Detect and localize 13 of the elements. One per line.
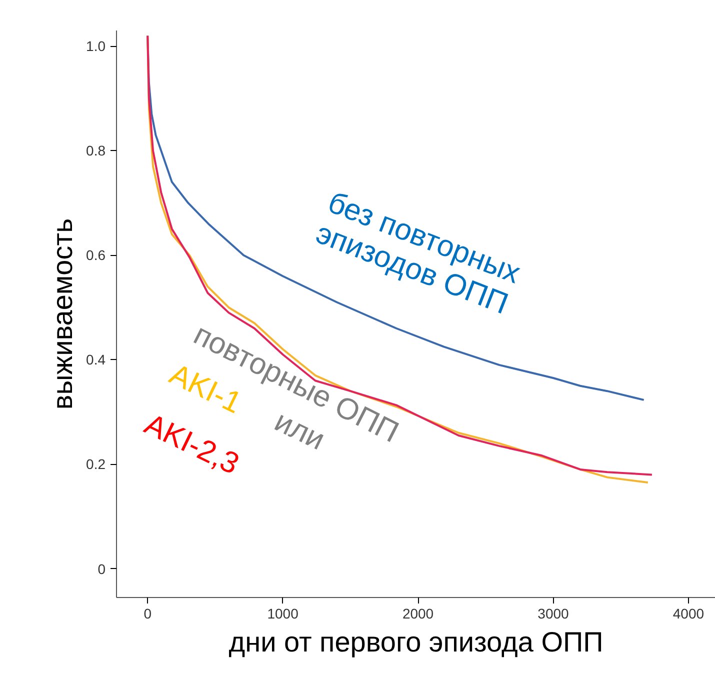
x-tick-label: 2000 <box>402 606 434 622</box>
y-tick-label: 1.0 <box>86 38 106 54</box>
y-tick-label: 0.2 <box>86 456 106 472</box>
x-tick-label: 4000 <box>672 606 704 622</box>
y-axis-title: выживаемость <box>47 218 78 410</box>
y-tick-label: 0.6 <box>86 247 106 264</box>
x-axis-title: дни от первого эпизода ОПП <box>228 626 604 658</box>
y-tick-label: 0 <box>98 560 106 577</box>
x-tick-label: 3000 <box>538 606 570 622</box>
y-tick-label: 0.4 <box>86 352 106 368</box>
x-tick-label: 0 <box>144 606 152 622</box>
x-tick-label: 1000 <box>267 606 299 622</box>
y-tick-label: 0.8 <box>86 142 106 159</box>
